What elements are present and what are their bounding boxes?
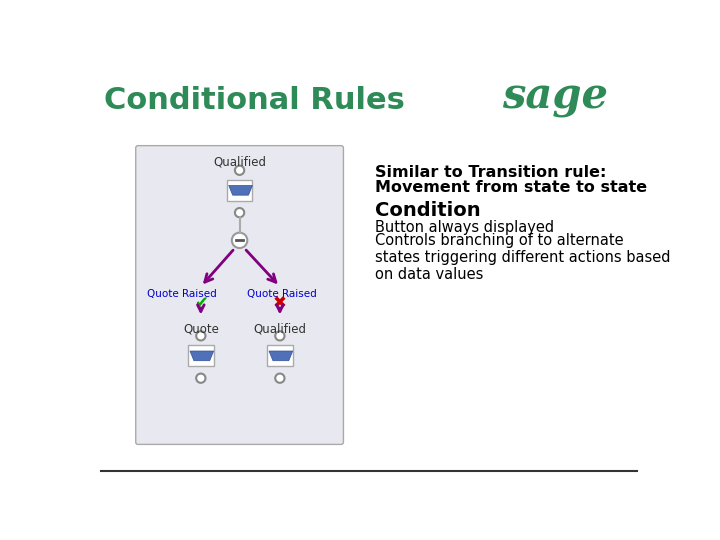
Circle shape [235,166,244,175]
Polygon shape [269,351,293,361]
Text: Button always displayed: Button always displayed [375,220,554,235]
Text: ✖: ✖ [273,294,287,312]
Text: Qualified: Qualified [213,156,266,168]
FancyBboxPatch shape [267,346,292,366]
Circle shape [196,331,205,340]
Text: Movement from state to state: Movement from state to state [375,180,647,195]
Text: sage: sage [502,76,608,118]
Text: Quote Raised: Quote Raised [248,289,317,299]
Circle shape [275,374,284,383]
Polygon shape [229,185,253,195]
FancyBboxPatch shape [188,346,214,366]
Text: Similar to Transition rule:: Similar to Transition rule: [375,165,606,180]
Polygon shape [190,351,214,361]
Circle shape [275,331,284,340]
Text: Conditional Rules: Conditional Rules [104,86,405,116]
Text: Qualified: Qualified [253,323,307,336]
Text: Quote: Quote [183,323,219,336]
FancyBboxPatch shape [136,146,343,444]
Text: ✔: ✔ [194,294,208,312]
Text: Controls branching of to alternate
states triggering different actions based
on : Controls branching of to alternate state… [375,233,671,282]
Text: Condition: Condition [375,201,481,220]
Circle shape [235,208,244,217]
Text: Quote Raised: Quote Raised [147,289,216,299]
Circle shape [196,374,205,383]
FancyBboxPatch shape [227,180,253,201]
Circle shape [232,233,248,248]
